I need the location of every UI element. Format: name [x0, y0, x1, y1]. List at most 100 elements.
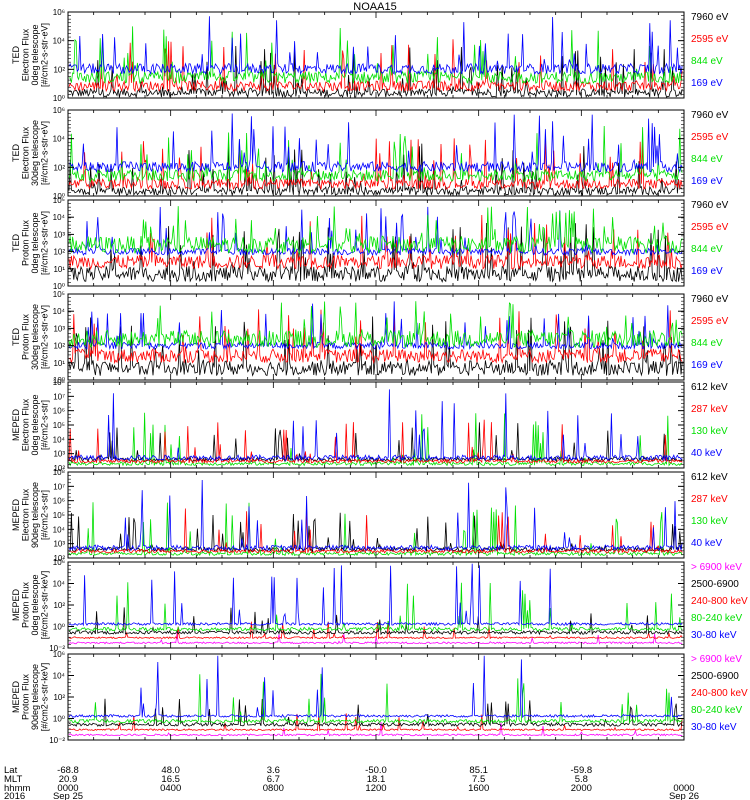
ylabel-line: MEPED — [11, 499, 21, 532]
y-tick-label: 10⁰ — [53, 715, 65, 724]
y-tick-label: 10⁷ — [53, 392, 65, 401]
y-tick-label: 10⁴ — [53, 580, 66, 589]
y-tick-label: 10⁴ — [53, 525, 66, 534]
legend-287-kev: 287 keV — [691, 404, 728, 415]
ylabel-line: Electron Flux — [20, 398, 30, 451]
panel-1-ylabel: TED Electron Flux 0deg telescope [#/cm2-s-s… — [11, 23, 50, 87]
y-tick-label: 10¹ — [53, 265, 65, 274]
panel-6-trace-green — [68, 502, 683, 557]
ylabel-line: Electron Flux — [20, 28, 30, 81]
footer-tick-0: -68.8 — [57, 765, 79, 776]
footer-tick-0: 48.0 — [161, 765, 180, 776]
legend-30-80-kev: 30-80 keV — [691, 630, 737, 641]
ylabel-line: TED — [11, 233, 21, 252]
legend-2595-ev: 2595 eV — [691, 316, 729, 327]
y-tick-label: 10² — [53, 342, 65, 351]
panel-4-ylabel: TED Proton Flux 30deg telescope [#/cm2-s-st… — [11, 304, 50, 370]
panel-7-trace-blue — [68, 563, 683, 627]
legend--6900-kev: > 6900 keV — [691, 562, 742, 573]
legend-169-ev: 169 eV — [691, 360, 723, 371]
ylabel-line: 30deg telescope — [30, 304, 40, 370]
y-tick-label: 10⁰ — [53, 94, 65, 103]
y-tick-label: 10⁴ — [53, 37, 66, 46]
legend-612-kev: 612 keV — [691, 472, 728, 483]
y-tick-label: 10² — [53, 693, 65, 702]
panel-8-ylabel: MEPED Proton Flux 90deg telescope [#/cm2-s-… — [11, 663, 50, 732]
footer-tick-1: 7.5 — [472, 774, 485, 785]
ylabel-line: Proton Flux — [20, 673, 30, 720]
y-tick-label: 10⁴ — [53, 435, 66, 444]
ylabel-line: TED — [11, 143, 21, 162]
panel-8-trace-black — [68, 698, 683, 728]
footer-tick-2: 1200 — [365, 783, 386, 794]
legend-287-kev: 287 keV — [691, 494, 728, 505]
panel-2-trace-green — [68, 125, 683, 183]
ylabel-line: [#/cm2-s-str-eV] — [39, 211, 49, 275]
ylabel-line: [#/cm2-s-str-keV] — [39, 663, 49, 732]
y-tick-label: 10² — [53, 464, 65, 473]
y-tick-label: 10⁶ — [53, 407, 65, 416]
y-tick-label: 10⁶ — [53, 497, 65, 506]
panel-7-trace-red — [68, 620, 683, 640]
y-tick-label: 10⁻² — [49, 644, 65, 653]
y-tick-label: 10¹ — [53, 359, 65, 368]
footer-tick-1: 18.1 — [367, 774, 386, 785]
legend-844-ev: 844 eV — [691, 338, 723, 349]
legend-2595-ev: 2595 eV — [691, 132, 729, 143]
footer-row-lat: Lat — [4, 765, 18, 776]
y-tick-label: 10⁰ — [53, 192, 65, 201]
panel-1-trace-black — [68, 45, 683, 99]
y-tick-label: 10⁰ — [53, 282, 65, 291]
ylabel-line: [#/cm2-s-str] — [39, 400, 49, 450]
ylabel-line: [#/cm2-s-str] — [39, 490, 49, 540]
ylabel-line: [#/cm2-s-str-eV] — [39, 121, 49, 185]
y-tick-label: 10⁰ — [53, 623, 65, 632]
y-tick-label: 10⁴ — [53, 135, 66, 144]
legend-612-kev: 612 keV — [691, 382, 728, 393]
y-tick-label: 10⁵ — [53, 511, 65, 520]
y-tick-label: 10⁸ — [53, 378, 65, 387]
panel-7-ylabel: MEPED Proton Flux 0deg telescope [#/cm2-s-s… — [11, 571, 50, 640]
y-tick-label: 10⁶ — [53, 106, 65, 115]
legend-80-240-kev: 80-240 keV — [691, 613, 742, 624]
y-tick-label: 10³ — [53, 230, 65, 239]
legend-844-ev: 844 eV — [691, 244, 723, 255]
panel-4-trace-green — [68, 301, 683, 349]
y-tick-label: 10⁵ — [53, 196, 65, 205]
ylabel-line: Proton Flux — [20, 313, 30, 360]
ylabel-line: TED — [11, 45, 21, 64]
footer-tick-2: 0400 — [160, 783, 181, 794]
footer-tick-3: Sep 26 — [669, 791, 699, 800]
y-tick-label: 10⁶ — [53, 650, 65, 659]
panel-8-trace-red — [69, 713, 683, 732]
y-tick-label: 10³ — [53, 540, 65, 549]
legend-169-ev: 169 eV — [691, 266, 723, 277]
ylabel-line: [#/cm2-s-str-keV] — [39, 571, 49, 640]
y-tick-label: 10⁰ — [53, 376, 65, 385]
legend-30-80-kev: 30-80 keV — [691, 722, 737, 733]
ylabel-line: 0deg telescope — [30, 574, 40, 635]
panel-1-trace-red — [68, 39, 683, 93]
footer-tick-0: -50.0 — [365, 765, 387, 776]
panel-3-trace-red — [68, 214, 683, 271]
panel-4-trace-black — [68, 316, 683, 377]
y-tick-label: 10³ — [53, 324, 65, 333]
legend-2595-ev: 2595 eV — [691, 34, 729, 45]
legend-2500-6900: 2500-6900 — [691, 671, 739, 682]
panel-8-trace-blue — [68, 655, 683, 719]
footer-tick-0: 3.6 — [267, 765, 280, 776]
panel-5-trace-red — [68, 419, 683, 464]
panel-1-trace-blue — [68, 16, 683, 76]
y-tick-label: 10⁷ — [53, 482, 65, 491]
ylabel-line: 0deg telescope — [30, 24, 40, 85]
legend-7960-ev: 7960 eV — [691, 12, 729, 23]
y-tick-label: 10⁶ — [53, 8, 65, 17]
ylabel-line: Proton Flux — [20, 219, 30, 266]
ylabel-line: Proton Flux — [20, 581, 30, 628]
legend-7960-ev: 7960 eV — [691, 200, 729, 211]
